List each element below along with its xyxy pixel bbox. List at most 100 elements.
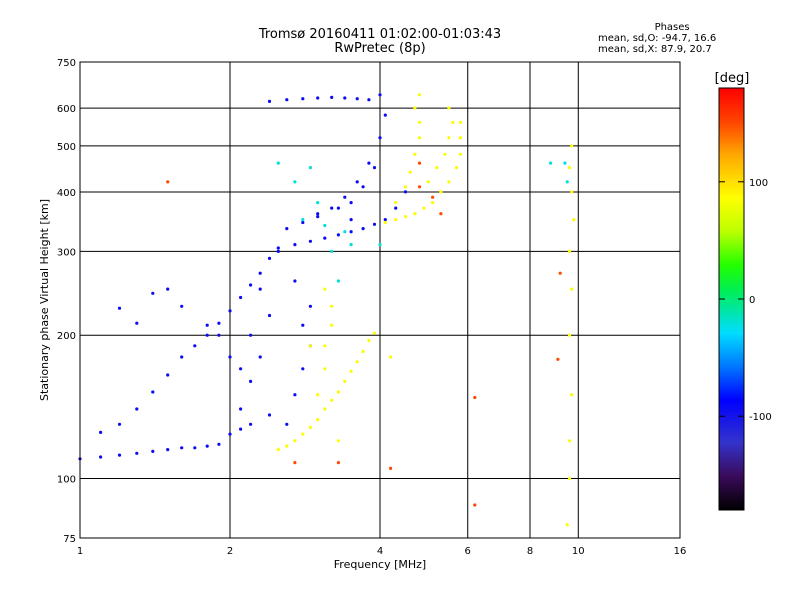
data-point	[330, 249, 334, 253]
x-tick-label: 4	[377, 546, 383, 557]
data-point	[349, 218, 353, 222]
data-point	[383, 113, 387, 117]
y-tick-label: 300	[57, 247, 76, 258]
data-point	[308, 344, 312, 348]
data-point	[323, 223, 327, 228]
colorbar-tick-label: -100	[749, 412, 772, 423]
data-point	[330, 95, 334, 99]
data-point	[166, 373, 170, 377]
y-tick-label: 400	[57, 188, 76, 199]
data-point	[151, 291, 155, 295]
data-point	[394, 201, 398, 205]
data-point	[343, 230, 347, 234]
data-point	[323, 287, 327, 291]
data-point	[549, 161, 553, 165]
data-point	[458, 152, 462, 156]
data-point	[330, 206, 334, 210]
data-point	[403, 190, 408, 194]
y-tick-label: 600	[57, 104, 76, 115]
data-point	[413, 212, 417, 216]
data-point	[458, 136, 462, 140]
data-point	[572, 218, 576, 222]
data-point	[239, 367, 243, 371]
grid	[79, 61, 681, 539]
data-point	[556, 357, 560, 361]
data-point	[417, 93, 422, 97]
data-point	[267, 313, 272, 318]
data-point	[336, 206, 340, 210]
data-point	[383, 218, 387, 222]
data-point	[567, 166, 572, 170]
data-point	[343, 379, 347, 383]
colorbar-tick-label: 100	[749, 178, 768, 189]
data-point	[447, 136, 451, 140]
data-point	[349, 201, 353, 205]
data-point	[301, 97, 305, 101]
data-point	[451, 120, 455, 124]
data-point	[249, 379, 253, 383]
data-point	[378, 136, 382, 140]
data-point	[565, 180, 569, 184]
data-point	[336, 461, 340, 465]
x-tick-label: 10	[572, 546, 585, 557]
data-point	[239, 407, 243, 411]
data-point	[267, 256, 272, 260]
data-point	[389, 466, 393, 470]
data-point	[355, 180, 359, 184]
data-point	[361, 227, 365, 231]
chart-subtitle: RwPretec (8p)	[334, 41, 426, 56]
phase-stats: Phases mean, sd,O: -94.7, 16.6 mean, sd,…	[598, 22, 716, 55]
data-point	[372, 166, 377, 170]
data-point	[205, 444, 209, 448]
data-point	[316, 212, 320, 216]
data-point	[205, 333, 209, 337]
data-point	[417, 120, 422, 124]
data-point	[413, 152, 417, 156]
data-point	[267, 99, 272, 103]
data-point	[180, 446, 184, 450]
data-point	[417, 136, 422, 140]
data-point	[180, 355, 184, 359]
data-point	[323, 344, 327, 348]
data-point	[151, 449, 155, 453]
y-axis-label: Stationary phase Virtual Height [km]	[38, 199, 51, 401]
data-point	[316, 418, 320, 422]
data-point	[426, 180, 430, 184]
data-point	[135, 407, 139, 411]
data-point	[228, 309, 232, 313]
data-point	[249, 422, 253, 426]
data-point	[458, 120, 462, 124]
data-point	[135, 451, 139, 455]
data-point	[408, 170, 412, 174]
data-point	[349, 230, 353, 234]
data-point	[301, 367, 305, 371]
data-point	[336, 390, 340, 394]
data-point	[267, 413, 272, 417]
data-point	[193, 344, 197, 348]
data-point	[285, 227, 289, 231]
data-point	[117, 453, 122, 457]
data-point	[349, 369, 353, 373]
data-point	[308, 425, 312, 430]
data-point	[99, 455, 103, 459]
data-point	[293, 439, 297, 443]
x-tick-labels: 1 2 4 6 8 10 16	[77, 546, 687, 557]
data-point	[285, 444, 289, 448]
data-point	[276, 246, 280, 250]
data-point	[349, 243, 353, 247]
data-point	[285, 98, 289, 102]
data-point	[417, 161, 422, 165]
data-point	[435, 166, 439, 170]
data-point	[293, 243, 297, 247]
data-point	[301, 220, 305, 225]
data-point	[473, 503, 477, 507]
data-point	[383, 220, 387, 225]
data-point	[570, 287, 574, 291]
data-points	[78, 93, 576, 527]
data-point	[355, 360, 359, 364]
phase-stats-x: mean, sd,X: 87.9, 20.7	[598, 44, 712, 55]
data-point	[455, 166, 459, 170]
data-point	[276, 448, 280, 452]
data-point	[135, 321, 139, 325]
